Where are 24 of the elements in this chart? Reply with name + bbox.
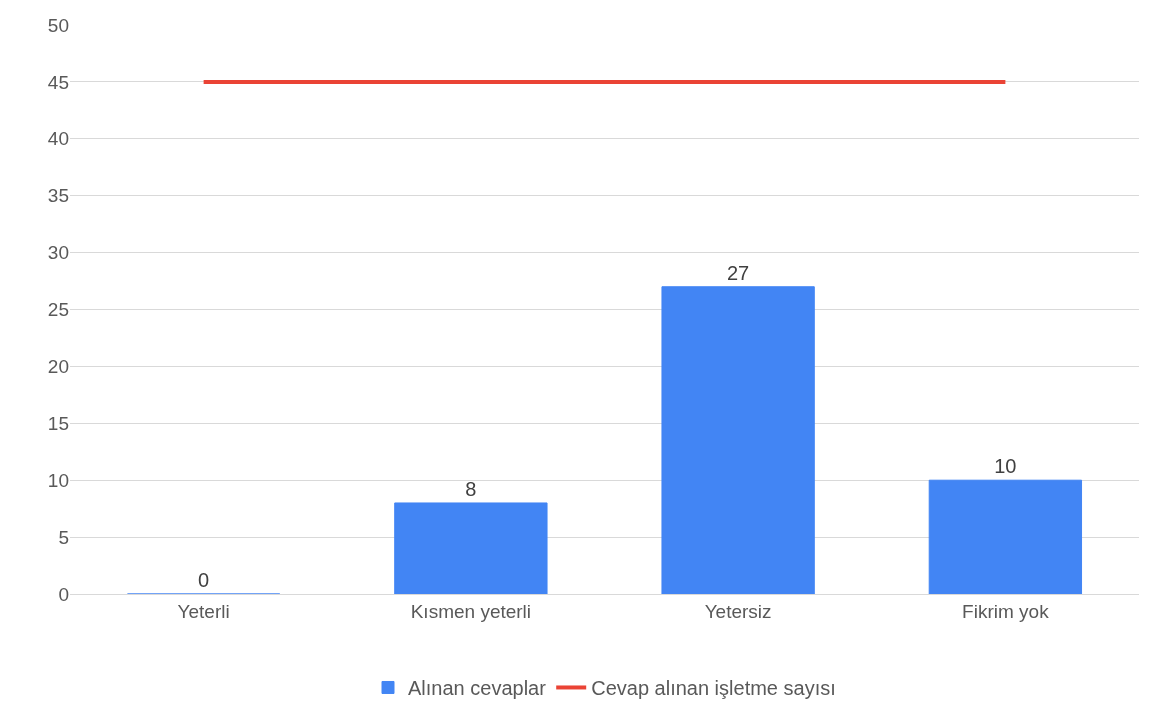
- y-tick-label: 15: [47, 412, 69, 434]
- y-tick-label: 30: [47, 242, 69, 264]
- data-label: 0: [198, 569, 210, 591]
- x-tick-label: Yetersiz: [704, 600, 772, 622]
- x-tick-label: Yeterli: [177, 600, 230, 622]
- bar: [928, 479, 1083, 594]
- y-tick-label: 25: [47, 299, 69, 321]
- data-label: 27: [727, 261, 750, 284]
- x-tick-label: Fikrim yok: [962, 600, 1050, 622]
- y-tick-label: 35: [47, 185, 69, 207]
- y-tick-label: 10: [47, 469, 69, 491]
- y-tick-label: 40: [47, 128, 69, 150]
- data-label: 10: [994, 455, 1017, 478]
- bar: [394, 502, 548, 594]
- y-tick-label: 0: [58, 583, 69, 605]
- bar: [661, 286, 815, 594]
- legend-label: Cevap alınan işletme sayısı: [591, 677, 836, 700]
- legend-label: Alınan cevaplar: [408, 677, 547, 700]
- y-tick-label: 5: [58, 526, 69, 548]
- data-label: 8: [465, 477, 477, 500]
- y-tick-label: 50: [47, 14, 69, 36]
- y-tick-label: 20: [47, 356, 69, 378]
- x-tick-label: Kısmen yeterli: [410, 600, 532, 622]
- y-tick-label: 45: [47, 71, 69, 93]
